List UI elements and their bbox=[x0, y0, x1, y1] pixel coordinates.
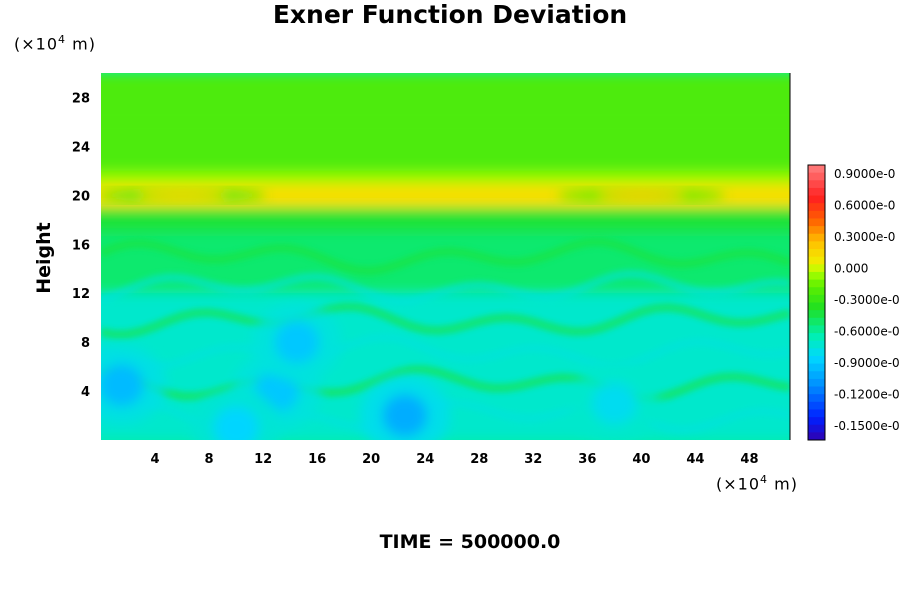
field-band bbox=[101, 121, 790, 171]
x-tick-label: 40 bbox=[632, 452, 650, 467]
y-tick-label: 16 bbox=[72, 238, 90, 253]
colorbar-segment bbox=[808, 226, 825, 235]
colorbar-label: 0.6000e-0 bbox=[834, 199, 895, 213]
feature-core bbox=[213, 406, 259, 440]
field-contour bbox=[101, 365, 790, 403]
cold-feature bbox=[191, 388, 281, 440]
colorbar-segment bbox=[808, 348, 825, 357]
colorbar-segment bbox=[808, 355, 825, 365]
x-tick-label: 44 bbox=[686, 452, 704, 467]
feature-core bbox=[591, 382, 637, 425]
field-contour bbox=[101, 332, 790, 371]
colorbar-segment bbox=[808, 218, 825, 227]
y-tick-label: 4 bbox=[81, 385, 90, 400]
chart-title: Exner Function Deviation bbox=[272, 0, 628, 29]
cold-feature bbox=[569, 364, 660, 440]
colorbar-segment bbox=[808, 302, 825, 311]
colorbar-segment bbox=[808, 294, 825, 303]
feature-core bbox=[599, 191, 684, 200]
colorbar-segment bbox=[808, 271, 825, 281]
colorbar-segment bbox=[808, 378, 825, 388]
field-band bbox=[101, 207, 790, 233]
colorbar-segment bbox=[808, 249, 825, 258]
feature-core bbox=[140, 191, 225, 200]
colorbar-segment bbox=[808, 371, 825, 380]
y-axis-ticks: 4 8 12 16 20 24 28 bbox=[72, 91, 90, 400]
field-contour bbox=[101, 269, 790, 306]
x-tick-label: 36 bbox=[578, 452, 596, 467]
colorbar-label: 0.3000e-0 bbox=[834, 230, 895, 244]
colorbar-segment bbox=[808, 241, 825, 250]
colorbar-segment bbox=[808, 264, 825, 273]
colorbar-segment bbox=[808, 386, 825, 395]
field-contour bbox=[101, 302, 790, 340]
colorbar-segment bbox=[808, 333, 825, 342]
y-tick-label: 12 bbox=[72, 287, 90, 302]
y-tick-label: 20 bbox=[72, 189, 90, 204]
colorbar-segment bbox=[808, 424, 825, 433]
feature-core bbox=[382, 394, 428, 437]
y-tick-label: 24 bbox=[72, 140, 90, 155]
colorbar-label: 0.9000e-0 bbox=[834, 167, 895, 181]
colorbar-segment bbox=[808, 432, 825, 441]
colorbar-segment bbox=[808, 394, 825, 403]
colorbar-segment bbox=[808, 409, 825, 418]
x-tick-label: 24 bbox=[416, 452, 434, 467]
x-tick-label: 20 bbox=[362, 452, 380, 467]
x-tick-label: 8 bbox=[205, 452, 214, 467]
x-tick-label: 48 bbox=[740, 452, 758, 467]
colorbar-segment bbox=[808, 310, 825, 319]
x-tick-label: 16 bbox=[308, 452, 326, 467]
colorbar-label: -0.1200e-0 bbox=[834, 388, 900, 402]
colorbar-segment bbox=[808, 279, 825, 288]
colorbar-segment bbox=[808, 317, 825, 326]
colorbar-labels: 0.9000e-0 0.6000e-0 0.3000e-0 0.000 -0.3000e… bbox=[834, 167, 900, 433]
x-tick-label: 12 bbox=[254, 452, 272, 467]
x-tick-label: 28 bbox=[470, 452, 488, 467]
colorbar-segment bbox=[808, 180, 825, 189]
colorbar-segment bbox=[808, 417, 825, 426]
colorbar bbox=[807, 164, 826, 441]
y-tick-label: 8 bbox=[81, 336, 90, 351]
colorbar-segment bbox=[808, 287, 825, 296]
x-axis-unit: (×104 m) bbox=[716, 473, 798, 494]
colorbar-frame bbox=[807, 164, 826, 441]
colorbar-label: -0.9000e-0 bbox=[834, 356, 900, 370]
colorbar-segment bbox=[808, 401, 825, 410]
x-tick-label: 4 bbox=[151, 452, 160, 467]
feature-core bbox=[274, 321, 320, 364]
x-axis-ticks: 4 8 12 16 20 24 28 32 36 40 44 48 bbox=[151, 452, 759, 467]
colorbar-segment bbox=[808, 172, 825, 181]
colorbar-segment bbox=[808, 363, 825, 372]
colorbar-segment bbox=[808, 233, 825, 242]
colorbar-segment bbox=[808, 256, 825, 265]
warm-feature bbox=[557, 187, 726, 204]
colorbar-segment bbox=[808, 203, 825, 212]
colorbar-label: 0.000 bbox=[834, 262, 868, 276]
colorbar-label: -0.1500e-0 bbox=[834, 419, 900, 433]
field-band bbox=[101, 170, 790, 184]
feature-core bbox=[101, 363, 144, 406]
cold-feature bbox=[252, 303, 342, 382]
x-tick-label: 32 bbox=[524, 452, 542, 467]
colorbar-segment bbox=[808, 165, 825, 174]
colorbar-segment bbox=[808, 187, 825, 197]
colorbar-label: -0.3000e-0 bbox=[834, 293, 900, 307]
colorbar-segment bbox=[808, 340, 825, 349]
time-label: TIME = 500000.0 bbox=[379, 531, 561, 553]
heatmap-plot bbox=[101, 73, 790, 440]
colorbar-segment bbox=[808, 325, 825, 334]
y-tick-label: 28 bbox=[72, 91, 90, 106]
colorbar-label: -0.6000e-0 bbox=[834, 325, 900, 339]
field-contour bbox=[101, 237, 790, 276]
y-axis-unit: (×104 m) bbox=[14, 33, 96, 54]
colorbar-segment bbox=[808, 210, 825, 219]
colorbar-segment bbox=[808, 195, 825, 204]
cold-feature bbox=[360, 376, 450, 440]
cold-feature bbox=[101, 345, 167, 424]
warm-feature bbox=[101, 187, 267, 204]
field-band bbox=[101, 73, 790, 122]
